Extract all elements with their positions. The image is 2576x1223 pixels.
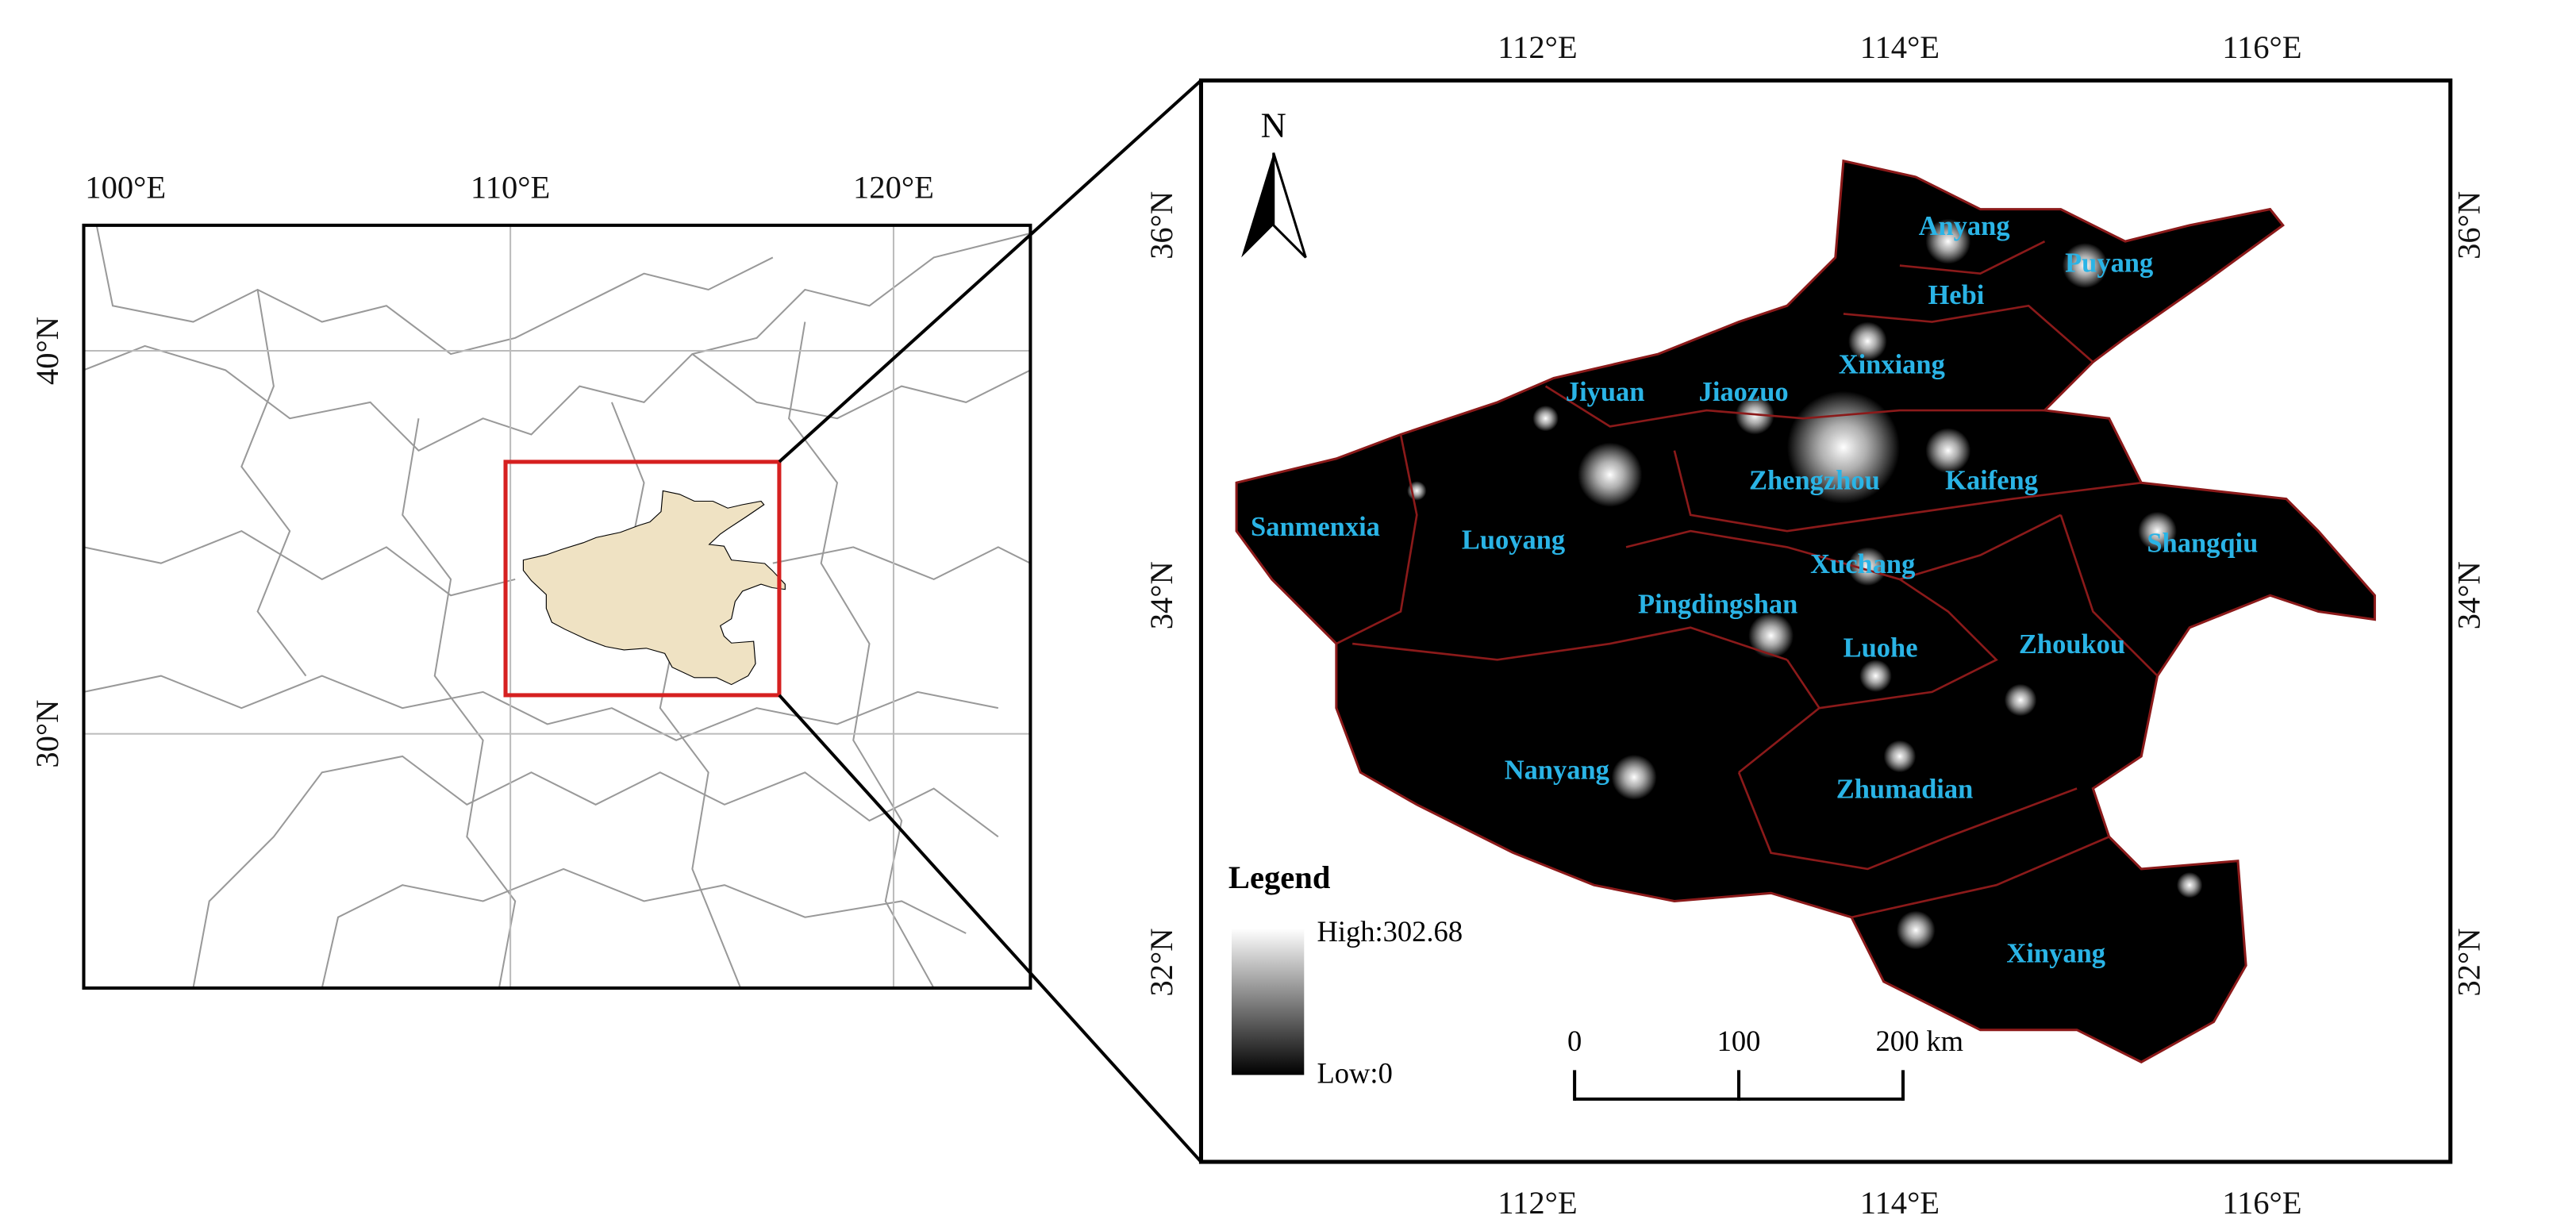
city-label: Jiyuan [1566,377,1645,407]
city-label: Jiaozuo [1699,377,1789,407]
detail-map: Anyang Puyang Hebi Xinxiang Jiyuan Jiaoz… [1144,29,2486,1221]
legend: Legend High:302.68 Low:0 [1228,860,1463,1089]
legend-ramp [1231,928,1305,1075]
city-label: Hebi [1928,280,1984,310]
lon-label: 114°E [1860,1185,1940,1221]
connector [778,79,1202,463]
north-label: N [1261,105,1286,144]
lat-label: 32°N [1144,929,1179,997]
scale-label: 0 [1567,1025,1582,1057]
city-label: Zhengzhou [1749,465,1880,495]
city-label: Xuchang [1810,549,1915,579]
city-label: Pingdingshan [1638,590,1797,620]
city-label: Zhoukou [2019,629,2125,660]
lat-label: 36°N [1144,191,1179,260]
city-label: Xinxiang [1839,349,1945,379]
overview-map: 100°E 110°E 120°E 40°N 30°N [29,169,1032,990]
city-label: Shangqiu [2147,528,2258,558]
city-label: Puyang [2065,248,2153,279]
connector [778,694,1202,1163]
city-label: Zhumadian [1836,775,1973,805]
lat-label: 32°N [2451,929,2486,997]
lat-label: 34°N [1144,561,1179,629]
city-label: Anyang [1919,211,2010,241]
lon-label: 100°E [85,169,166,205]
city-label: Luoyang [1462,525,1565,555]
city-label: Xinyang [2006,939,2105,969]
city-label: Kaifeng [1945,465,2038,495]
extent-box [503,460,782,698]
city-label: Sanmenxia [1251,512,1380,542]
legend-title: Legend [1228,860,1331,895]
legend-high: High:302.68 [1317,915,1463,948]
lat-label: 40°N [29,317,65,385]
lat-label: 34°N [2451,561,2486,629]
city-label: Nanyang [1505,755,1609,785]
city-label: Luohe [1844,633,1918,663]
lat-label: 36°N [2451,191,2486,260]
legend-low: Low:0 [1317,1057,1393,1090]
lat-label: 30°N [29,700,65,768]
lon-label: 116°E [2222,1185,2301,1221]
lon-label: 110°E [471,169,550,205]
lon-label: 112°E [1498,29,1577,65]
scale-label: 100 [1717,1025,1761,1057]
lon-label: 112°E [1498,1185,1577,1221]
scale-bar [1573,1070,1905,1101]
overview-frame [82,223,1032,990]
light-spots [1407,218,2203,950]
city-borders [1336,240,2159,919]
lon-label: 116°E [2222,29,2301,65]
lon-label: 114°E [1860,29,1940,65]
scale-label: 200 km [1875,1025,1963,1057]
lon-label: 120°E [853,169,934,205]
